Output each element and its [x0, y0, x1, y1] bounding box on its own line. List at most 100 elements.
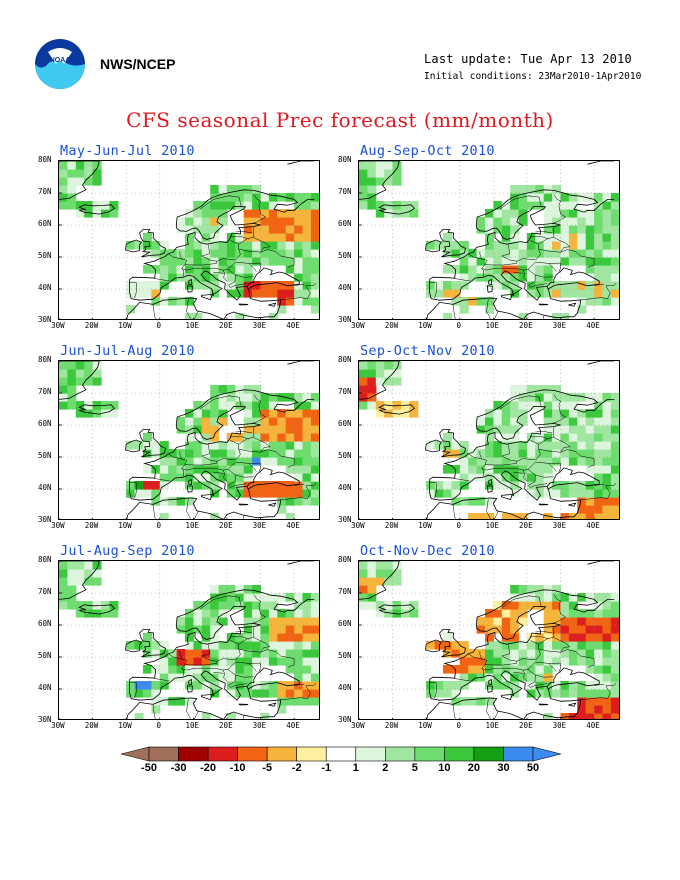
- precip-cell: [210, 625, 220, 634]
- precip-cell: [560, 249, 570, 258]
- country-border: [548, 262, 561, 272]
- coastline: [238, 703, 249, 706]
- coastline: [425, 439, 442, 453]
- lat-tick-label: 70N: [38, 187, 52, 196]
- coastline: [176, 189, 315, 240]
- precip-cell: [109, 201, 119, 210]
- precip-cell: [451, 241, 461, 250]
- precip-cell: [201, 473, 211, 482]
- country-border: [181, 267, 206, 271]
- precip-cell: [294, 425, 304, 434]
- country-border: [186, 699, 191, 719]
- precip-cell: [319, 265, 320, 274]
- precip-cell: [260, 657, 270, 666]
- precip-cell: [510, 241, 520, 250]
- lon-tick-label: 20W: [384, 321, 399, 330]
- country-border: [205, 661, 236, 671]
- precip-cell: [610, 681, 619, 690]
- precip-cell: [375, 409, 385, 418]
- legend-swatch: [237, 746, 268, 762]
- precip-cell: [610, 657, 619, 666]
- precip-cell: [434, 289, 444, 298]
- legend-label: 20: [467, 762, 481, 774]
- precip-cell: [577, 297, 587, 306]
- precip-cell: [560, 633, 570, 642]
- precip-cell: [310, 217, 319, 226]
- precip-cell: [226, 385, 236, 394]
- precip-cell: [501, 601, 511, 610]
- precip-cell: [543, 633, 553, 642]
- coastline: [429, 267, 600, 301]
- coastline: [176, 589, 315, 640]
- precip-cell: [277, 633, 287, 642]
- precip-cell: [143, 465, 152, 474]
- precip-cell: [602, 289, 612, 298]
- precip-cell: [126, 481, 136, 490]
- precip-cell: [552, 449, 562, 458]
- precip-cell: [560, 201, 570, 210]
- precip-cell: [75, 577, 85, 586]
- precip-cell: [210, 201, 220, 210]
- precip-cell: [268, 633, 278, 642]
- precip-cell: [168, 673, 178, 682]
- precip-cell: [294, 689, 304, 698]
- precip-cell: [210, 265, 220, 274]
- precip-cell: [294, 657, 304, 666]
- precip-cell: [302, 689, 312, 698]
- country-border: [535, 631, 553, 634]
- precip-cell: [218, 201, 228, 210]
- precip-cell: [610, 425, 619, 434]
- country-border: [481, 667, 506, 671]
- precip-cell: [302, 257, 312, 266]
- precip-cell: [518, 601, 528, 610]
- precip-cell: [476, 665, 486, 674]
- precip-cell: [210, 217, 220, 226]
- precip-cell: [602, 625, 612, 634]
- precip-cell: [260, 633, 270, 642]
- precip-cell: [451, 681, 461, 690]
- lat-tick-label: 60N: [338, 219, 352, 228]
- precip-cell: [577, 441, 587, 450]
- lon-tick-label: 40E: [586, 721, 600, 730]
- precip-cell: [367, 377, 377, 386]
- coastline: [287, 161, 315, 165]
- precip-cell: [235, 593, 245, 602]
- precip-cell: [319, 681, 320, 690]
- precip-cell: [310, 449, 319, 458]
- precip-cell: [101, 409, 110, 418]
- coastline: [587, 361, 615, 365]
- coastline: [488, 478, 493, 485]
- precip-cell: [243, 585, 253, 594]
- precip-cell: [510, 441, 520, 450]
- precip-cell: [294, 481, 304, 490]
- coastline: [425, 239, 442, 253]
- coastline: [486, 485, 493, 493]
- coastline: [568, 702, 577, 707]
- panel-title: Jul-Aug-Sep 2010: [60, 543, 195, 559]
- precip-cell: [501, 409, 511, 418]
- precip-cell: [552, 249, 562, 258]
- precip-cell: [285, 497, 295, 506]
- precip-cell: [277, 697, 287, 706]
- precip-cell: [577, 657, 587, 666]
- precip-cell: [409, 201, 419, 210]
- precip-cell: [367, 177, 377, 186]
- precip-cell: [294, 193, 304, 202]
- legend-label: -30: [170, 762, 187, 774]
- precip-cell: [577, 417, 587, 426]
- precip-cell: [59, 577, 68, 586]
- legend-label: 30: [497, 762, 510, 774]
- precip-cell: [67, 569, 77, 578]
- precip-cell: [501, 649, 511, 658]
- country-border: [468, 453, 487, 477]
- precip-cell: [577, 393, 587, 402]
- precip-cell: [285, 417, 295, 426]
- precip-cell: [602, 689, 612, 698]
- precip-cell: [543, 449, 553, 458]
- precip-cell: [594, 281, 604, 290]
- precip-cell: [451, 497, 461, 506]
- precip-cell: [260, 257, 270, 266]
- precip-cell: [560, 393, 570, 402]
- precip-cell: [67, 385, 77, 394]
- precip-cell: [201, 281, 211, 290]
